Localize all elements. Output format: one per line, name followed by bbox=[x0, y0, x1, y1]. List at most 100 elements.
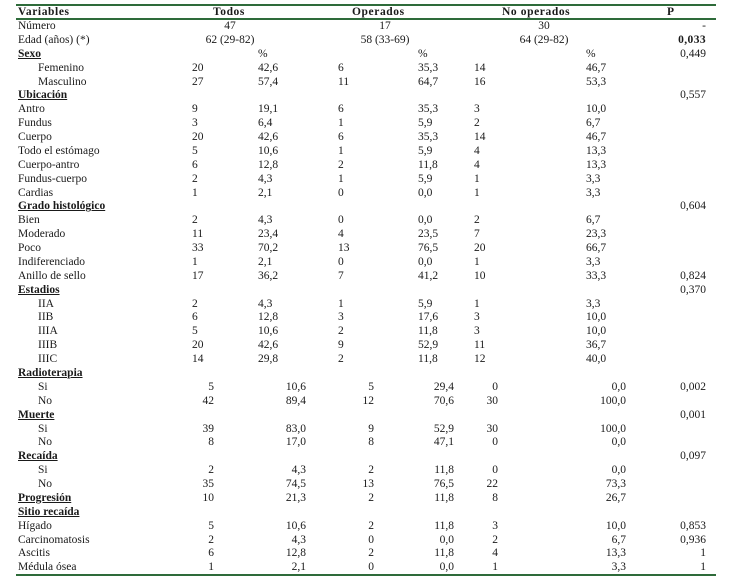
n-no-operados: 3 bbox=[474, 103, 480, 116]
pct-todos: 12,8 bbox=[285, 547, 306, 560]
n-operados: 5 bbox=[368, 380, 374, 393]
pct-operados: 11,8 bbox=[418, 353, 438, 366]
pct-operados: 11,8 bbox=[434, 547, 454, 560]
table-row: Todo el estómago 5 10,6 1 5,9 4 13,3 bbox=[0, 144, 733, 158]
table-row: Ascitis 6 12,8 2 11,8 4 13,3 1 bbox=[0, 546, 733, 560]
row-label: Fundus-cuerpo bbox=[18, 172, 87, 185]
table-row: Cardias 1 2,1 0 0,0 1 3,3 bbox=[0, 186, 733, 200]
pct-no-operados: 26,7 bbox=[605, 491, 626, 504]
n-no-operados: 1 bbox=[474, 186, 480, 199]
pct-todos: 42,6 bbox=[258, 131, 279, 144]
pct-no-operados: 33,3 bbox=[586, 269, 607, 282]
n-operados: 0 bbox=[338, 186, 344, 199]
n-todos: 1 bbox=[208, 561, 214, 574]
pct-no-operados: 0,0 bbox=[611, 380, 626, 393]
pct-no-operados: 6,7 bbox=[611, 533, 626, 546]
percent-header: % bbox=[258, 47, 268, 60]
n-operados: 0 bbox=[338, 214, 344, 227]
n-no-operados: 3 bbox=[474, 325, 480, 338]
table-row: Moderado 11 23,4 4 23,5 7 23,3 bbox=[0, 227, 733, 241]
pct-todos: 10,6 bbox=[258, 144, 279, 157]
row-label: IIIB bbox=[38, 339, 58, 352]
table-row: Si 39 83,0 9 52,9 30 100,0 bbox=[0, 422, 733, 436]
pct-todos: 4,3 bbox=[258, 172, 273, 185]
n-operados: 1 bbox=[338, 297, 344, 310]
percent-header: % bbox=[586, 47, 596, 60]
pct-no-operados: 13,3 bbox=[586, 144, 607, 157]
table-row: Número 47 17 30 - bbox=[0, 19, 733, 33]
n-operados: 6 bbox=[338, 61, 344, 74]
n-todos: 1 bbox=[192, 186, 198, 199]
pct-operados: 0,0 bbox=[439, 561, 454, 574]
section-label: Sitio recaída bbox=[18, 505, 80, 518]
n-todos: 17 bbox=[192, 269, 204, 282]
pct-no-operados: 10,0 bbox=[586, 103, 607, 116]
pct-operados: 76,5 bbox=[418, 242, 439, 255]
n-operados: 0 bbox=[338, 255, 344, 268]
n-no-operados: 11 bbox=[474, 339, 486, 352]
n-no-operados: 0 bbox=[492, 436, 498, 449]
pct-operados: 23,5 bbox=[418, 228, 439, 241]
pct-no-operados: 3,3 bbox=[586, 186, 601, 199]
pct-operados: 35,3 bbox=[418, 131, 439, 144]
p-value: 0,033 bbox=[678, 33, 706, 46]
section-row: Muerte 0,001 bbox=[0, 408, 733, 422]
row-label: Si bbox=[38, 380, 48, 393]
cell-no-operados: 30 bbox=[538, 20, 550, 32]
n-no-operados: 1 bbox=[474, 172, 480, 185]
n-todos: 2 bbox=[192, 297, 198, 310]
table-row: No 35 74,5 13 76,5 22 73,3 bbox=[0, 477, 733, 491]
pct-no-operados: 3,3 bbox=[586, 297, 601, 310]
pct-todos: 4,3 bbox=[258, 297, 273, 310]
n-operados: 2 bbox=[338, 158, 344, 171]
pct-operados: 5,9 bbox=[418, 117, 433, 130]
row-label: Carcinomatosis bbox=[18, 533, 90, 546]
row-label: Médula ósea bbox=[18, 561, 77, 574]
section-row: Ubicación 0,557 bbox=[0, 88, 733, 102]
n-operados: 7 bbox=[338, 269, 344, 282]
n-operados: 12 bbox=[362, 394, 375, 407]
pct-operados: 11,8 bbox=[434, 464, 454, 477]
table-row: Antro 9 19,1 6 35,3 3 10,0 bbox=[0, 102, 733, 116]
pct-todos: 29,8 bbox=[258, 353, 279, 366]
table-row: Edad (años) (*) 62 (29-82) 58 (33-69) 64 (2… bbox=[0, 33, 733, 47]
n-no-operados: 4 bbox=[474, 144, 480, 157]
table-row: IIA 2 4,3 1 5,9 1 3,3 bbox=[0, 297, 733, 311]
row-label: Si bbox=[38, 464, 48, 477]
pct-todos: 21,3 bbox=[285, 491, 306, 504]
n-no-operados: 0 bbox=[492, 464, 498, 477]
pct-operados: 52,9 bbox=[433, 422, 454, 435]
row-label: Ascitis bbox=[18, 547, 50, 560]
n-no-operados: 1 bbox=[474, 297, 480, 310]
n-no-operados: 14 bbox=[474, 131, 486, 144]
n-todos: 14 bbox=[192, 353, 204, 366]
n-operados: 0 bbox=[368, 533, 374, 546]
row-label: Cuerpo bbox=[18, 131, 52, 144]
n-todos: 42 bbox=[202, 394, 215, 407]
pct-no-operados: 6,7 bbox=[586, 117, 601, 130]
table-row: Médula ósea 1 2,1 0 0,0 1 3,3 1 bbox=[0, 560, 733, 574]
pct-no-operados: 6,7 bbox=[586, 214, 601, 227]
p-value: 0,097 bbox=[680, 450, 706, 463]
n-todos: 20 bbox=[192, 61, 204, 74]
p-value: 0,001 bbox=[680, 408, 706, 421]
pct-operados: 11,8 bbox=[434, 491, 454, 504]
header-rule bbox=[16, 18, 716, 20]
n-todos: 6 bbox=[192, 311, 198, 324]
section-label: Sexo bbox=[18, 47, 41, 60]
pct-no-operados: 13,3 bbox=[586, 158, 607, 171]
n-no-operados: 8 bbox=[492, 491, 498, 504]
pct-todos: 70,2 bbox=[258, 242, 279, 255]
n-operados: 3 bbox=[338, 311, 344, 324]
row-label: IIIC bbox=[38, 353, 58, 366]
pct-no-operados: 0,0 bbox=[611, 436, 626, 449]
row-label: Si bbox=[38, 422, 48, 435]
row-label: Masculino bbox=[38, 75, 87, 88]
pct-todos: 42,6 bbox=[258, 339, 279, 352]
n-no-operados: 30 bbox=[486, 394, 499, 407]
p-value: 0,604 bbox=[680, 200, 706, 213]
n-operados: 11 bbox=[338, 75, 350, 88]
row-label: Anillo de sello bbox=[18, 269, 86, 282]
row-label: Moderado bbox=[18, 228, 66, 241]
